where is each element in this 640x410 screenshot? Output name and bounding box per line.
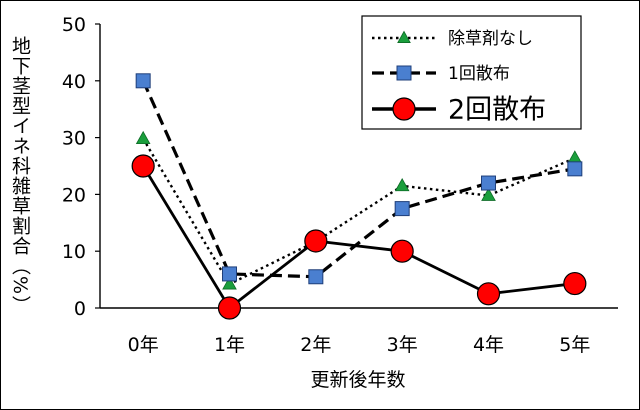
series-line bbox=[142, 138, 576, 286]
legend-label: 除草剤なし bbox=[448, 29, 533, 49]
y-tick-label: 40 bbox=[62, 71, 86, 93]
legend: 除草剤なし 1回散布 2回散布 bbox=[361, 15, 582, 130]
data-point bbox=[567, 161, 583, 177]
legend-marker bbox=[397, 30, 411, 43]
x-tick-label: 1年 bbox=[214, 334, 245, 356]
data-point bbox=[308, 269, 324, 285]
data-point bbox=[567, 150, 583, 164]
legend-marker bbox=[392, 97, 416, 121]
data-point bbox=[217, 296, 242, 320]
y-tick-label: 50 bbox=[62, 14, 86, 36]
data-point bbox=[304, 229, 328, 253]
data-point bbox=[390, 239, 414, 263]
data-point bbox=[222, 276, 237, 290]
y-tick-label: 10 bbox=[62, 241, 86, 263]
x-tick-label: 4年 bbox=[473, 334, 504, 356]
data-point bbox=[394, 178, 410, 192]
data-point bbox=[135, 130, 151, 145]
x-tick-label: 3年 bbox=[387, 334, 418, 356]
legend-marker bbox=[396, 65, 412, 81]
x-axis-title: 更新後年数 bbox=[310, 369, 405, 391]
data-point bbox=[481, 175, 496, 191]
series-line bbox=[141, 165, 575, 310]
data-point bbox=[476, 282, 501, 306]
series-3 bbox=[131, 154, 587, 320]
x-tick-label: 0年 bbox=[128, 334, 159, 356]
x-tick-label: 5年 bbox=[559, 334, 590, 356]
y-tick-label: 0 bbox=[74, 298, 86, 320]
data-point bbox=[135, 73, 151, 89]
series-layer bbox=[131, 73, 587, 320]
tick-labels: 0 10 20 30 40 50 0年 1年 2年 3年 4年 5年 bbox=[62, 14, 591, 356]
data-point bbox=[481, 187, 496, 201]
legend-label: 2回散布 bbox=[448, 95, 546, 126]
data-point bbox=[222, 266, 237, 282]
axes bbox=[95, 23, 618, 309]
y-tick-label: 20 bbox=[62, 184, 86, 206]
legend-label: 1回散布 bbox=[448, 64, 510, 84]
data-point bbox=[131, 154, 155, 178]
data-point bbox=[394, 201, 410, 217]
y-tick-label: 30 bbox=[62, 128, 86, 150]
series-2 bbox=[135, 73, 583, 285]
data-point bbox=[563, 271, 587, 296]
y-axis-title: 地下茎型イネ科雑草割合（%） bbox=[9, 36, 31, 315]
x-tick-label: 2年 bbox=[300, 334, 331, 356]
series-line bbox=[141, 80, 576, 279]
